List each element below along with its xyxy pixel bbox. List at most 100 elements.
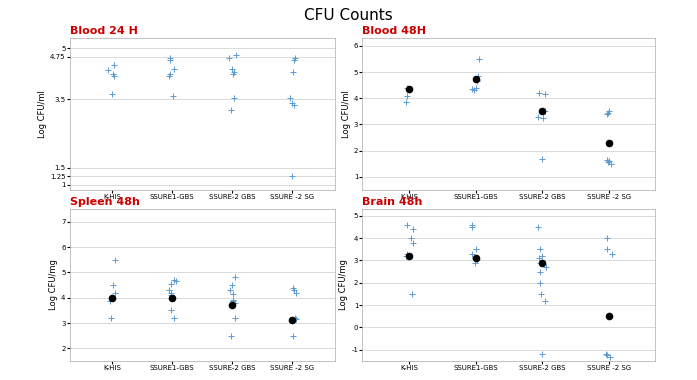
Point <box>401 93 412 99</box>
Point <box>602 246 613 252</box>
Point <box>164 71 175 77</box>
Point <box>227 66 238 72</box>
Point <box>470 255 481 261</box>
Point <box>605 161 616 167</box>
Point <box>601 351 612 357</box>
Point <box>406 291 418 297</box>
Point <box>603 313 614 319</box>
Point <box>602 160 613 166</box>
Point <box>535 280 546 286</box>
Point <box>288 101 299 108</box>
Y-axis label: Log CFU/ml: Log CFU/ml <box>38 90 47 138</box>
Point <box>227 71 238 77</box>
Point <box>470 76 481 82</box>
Point <box>108 282 119 288</box>
Point <box>540 264 551 270</box>
Point <box>105 315 116 321</box>
Point <box>401 251 412 257</box>
Point <box>602 111 613 117</box>
Point <box>102 67 114 73</box>
Point <box>466 222 477 228</box>
Point <box>227 298 238 304</box>
Point <box>607 251 618 257</box>
Point <box>288 285 299 291</box>
Point <box>165 281 176 287</box>
Point <box>287 317 298 323</box>
Point <box>401 253 412 259</box>
Point <box>604 158 615 164</box>
Point <box>225 287 236 293</box>
Text: Spleen 48h: Spleen 48h <box>70 197 139 207</box>
Point <box>288 332 299 339</box>
Point <box>168 315 179 321</box>
Point <box>170 278 181 284</box>
Point <box>227 302 238 308</box>
Point <box>604 353 615 359</box>
Point <box>603 110 614 116</box>
Y-axis label: Log CFU/ml: Log CFU/ml <box>342 90 351 138</box>
Point <box>164 57 176 63</box>
Point <box>284 95 296 101</box>
Point <box>167 294 178 301</box>
Point <box>535 260 546 266</box>
Point <box>602 235 613 241</box>
Point <box>537 351 548 357</box>
Point <box>470 85 482 91</box>
Point <box>533 255 544 261</box>
Point <box>533 224 544 230</box>
Point <box>473 73 484 79</box>
Point <box>228 95 239 101</box>
Point <box>537 115 549 121</box>
Y-axis label: Log CFU/mg: Log CFU/mg <box>339 260 348 310</box>
Point <box>223 55 234 62</box>
Point <box>168 93 179 99</box>
Point <box>537 155 548 162</box>
Point <box>603 140 614 146</box>
Text: CFU Counts: CFU Counts <box>304 8 393 23</box>
Point <box>407 239 418 245</box>
Point <box>601 352 612 358</box>
Point <box>404 87 415 93</box>
Point <box>469 87 480 93</box>
Point <box>539 91 551 97</box>
Point <box>533 114 544 120</box>
Point <box>229 274 240 280</box>
Point <box>469 260 480 266</box>
Point <box>400 99 411 105</box>
Point <box>108 62 119 68</box>
Point <box>470 246 482 252</box>
Point <box>469 255 480 261</box>
Point <box>106 91 117 97</box>
Point <box>404 86 415 92</box>
Point <box>164 55 176 62</box>
Point <box>107 71 118 77</box>
Point <box>230 52 241 58</box>
Point <box>471 78 482 84</box>
Point <box>227 297 238 303</box>
Point <box>466 224 477 230</box>
Point <box>290 315 301 321</box>
Point <box>287 69 298 75</box>
Point <box>539 108 551 114</box>
Point <box>406 235 417 241</box>
Point <box>404 253 415 259</box>
Point <box>401 85 413 91</box>
Point <box>165 292 176 298</box>
Point <box>290 290 301 296</box>
Point <box>165 307 176 314</box>
Point <box>467 251 478 257</box>
Point <box>109 256 121 263</box>
Point <box>407 226 418 232</box>
Point <box>535 269 546 275</box>
Point <box>108 73 119 79</box>
Point <box>537 260 548 266</box>
Point <box>536 291 547 297</box>
Point <box>288 287 299 293</box>
Point <box>169 66 180 72</box>
Point <box>604 108 615 114</box>
Text: Brain 48h: Brain 48h <box>362 197 423 207</box>
Point <box>471 257 482 263</box>
Point <box>286 100 297 106</box>
Point <box>229 315 240 321</box>
Point <box>289 57 300 63</box>
